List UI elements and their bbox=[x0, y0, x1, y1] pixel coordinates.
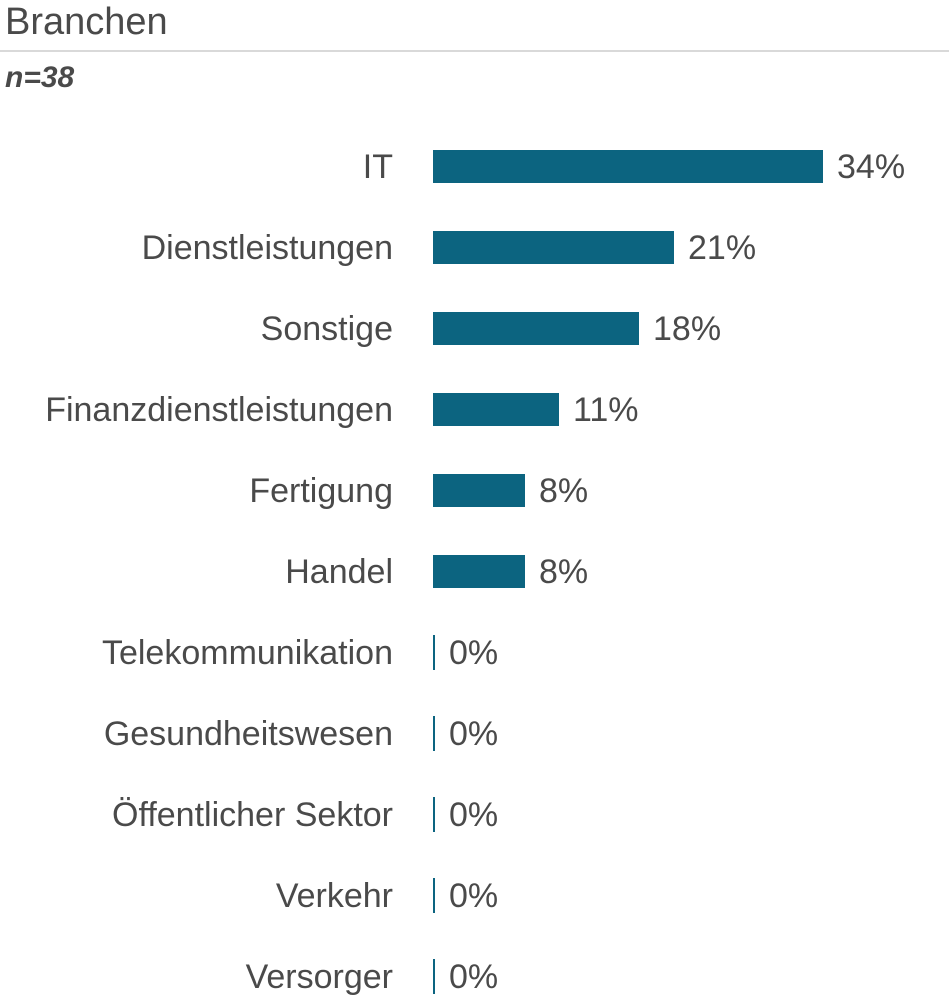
bar bbox=[433, 231, 674, 264]
bar-chart: IT 34% Dienstleistungen 21% Sonstige 18%… bbox=[0, 126, 949, 1002]
bar bbox=[433, 150, 823, 183]
chart-row: Dienstleistungen 21% bbox=[0, 207, 949, 288]
bar-area: 11% bbox=[433, 393, 639, 427]
bar bbox=[433, 312, 639, 345]
chart-row: Verkehr 0% bbox=[0, 855, 949, 936]
bar bbox=[433, 474, 525, 507]
bar-area: 0% bbox=[433, 878, 498, 913]
chart-row: Versorger 0% bbox=[0, 936, 949, 1002]
bar-area: 18% bbox=[433, 312, 721, 346]
bar bbox=[433, 555, 525, 588]
chart-row: Telekommunikation 0% bbox=[0, 612, 949, 693]
bar-area: 0% bbox=[433, 959, 498, 994]
category-label: Handel bbox=[285, 552, 393, 591]
value-label: 0% bbox=[449, 957, 499, 996]
sample-size-label: n=38 bbox=[5, 61, 75, 94]
value-label: 0% bbox=[449, 876, 499, 915]
chart-row: Gesundheitswesen 0% bbox=[0, 693, 949, 774]
bar-area: 21% bbox=[433, 231, 756, 265]
category-label: Finanzdienstleistungen bbox=[45, 390, 393, 429]
category-label: Fertigung bbox=[249, 471, 393, 510]
category-label: Gesundheitswesen bbox=[103, 714, 393, 753]
value-label: 0% bbox=[449, 714, 499, 753]
chart-title: Branchen bbox=[0, 0, 949, 52]
value-label: 0% bbox=[449, 633, 499, 672]
value-label: 8% bbox=[539, 552, 589, 591]
category-label: Öffentlicher Sektor bbox=[112, 795, 393, 834]
category-label: Telekommunikation bbox=[101, 633, 393, 672]
value-label: 18% bbox=[653, 309, 722, 348]
bar-area: 8% bbox=[433, 474, 588, 508]
bar-area: 0% bbox=[433, 797, 498, 832]
bar-area: 0% bbox=[433, 716, 498, 751]
bar bbox=[433, 393, 559, 426]
value-label: 8% bbox=[539, 471, 589, 510]
chart-row: Fertigung 8% bbox=[0, 450, 949, 531]
bar bbox=[433, 959, 435, 994]
value-label: 21% bbox=[688, 228, 757, 267]
bar bbox=[433, 716, 435, 751]
bar bbox=[433, 878, 435, 913]
value-label: 0% bbox=[449, 795, 499, 834]
bar-area: 34% bbox=[433, 150, 905, 184]
bar bbox=[433, 635, 435, 670]
chart-row: IT 34% bbox=[0, 126, 949, 207]
category-label: Sonstige bbox=[260, 309, 393, 348]
chart-row: Handel 8% bbox=[0, 531, 949, 612]
category-label: IT bbox=[362, 147, 393, 186]
chart-row: Finanzdienstleistungen 11% bbox=[0, 369, 949, 450]
category-label: Versorger bbox=[245, 957, 393, 996]
bar-area: 0% bbox=[433, 635, 498, 670]
chart-row: Öffentlicher Sektor 0% bbox=[0, 774, 949, 855]
category-label: Verkehr bbox=[275, 876, 393, 915]
value-label: 34% bbox=[837, 147, 906, 186]
value-label: 11% bbox=[573, 390, 639, 429]
category-label: Dienstleistungen bbox=[141, 228, 393, 267]
bar bbox=[433, 797, 435, 832]
bar-area: 8% bbox=[433, 555, 588, 589]
chart-row: Sonstige 18% bbox=[0, 288, 949, 369]
